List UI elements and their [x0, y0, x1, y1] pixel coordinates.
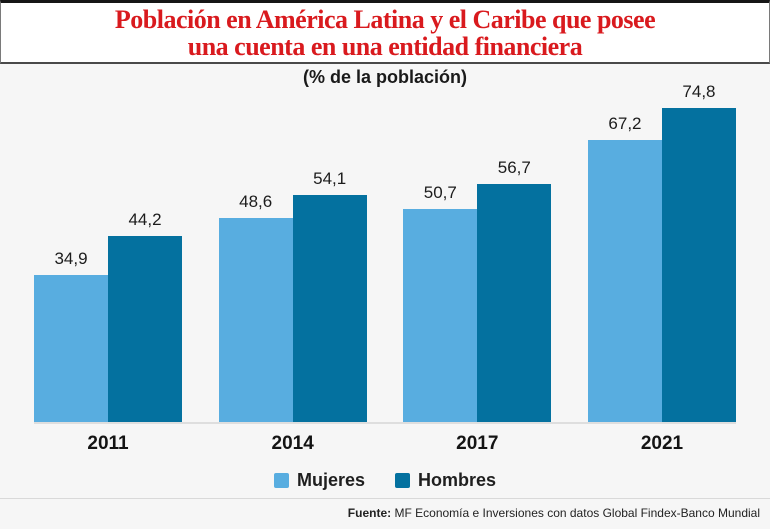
- value-label-mujeres-2021: 67,2: [608, 113, 642, 133]
- legend-item-mujeres: Mujeres: [273, 469, 365, 491]
- value-label-hombres-2021: 74,8: [682, 81, 716, 101]
- value-label-hombres-2017: 56,7: [497, 157, 531, 177]
- legend-item-hombres: Hombres: [395, 470, 496, 491]
- legend: Mujeres Hombres: [0, 462, 770, 498]
- value-label-mujeres-2014: 48,6: [239, 191, 273, 211]
- bar-group-2017: 50,7 56,7: [403, 86, 552, 422]
- legend-label-mujeres: Mujeres: [296, 469, 365, 490]
- chart-subtitle: (% de la población): [302, 67, 467, 87]
- x-axis-label-2017: 2017: [456, 433, 499, 454]
- legend-swatch-icon-mujeres: [273, 472, 289, 488]
- bar-hombres-2017: 56,7: [477, 158, 552, 422]
- x-axis-label-2014: 2014: [271, 433, 314, 454]
- x-axis-label-2021: 2021: [640, 433, 684, 454]
- source-note: Fuente: MF Economía e Inversiones con da…: [0, 498, 770, 529]
- bar-mujeres-2011: 34,9: [34, 249, 108, 422]
- value-label-mujeres-2017: 50,7: [423, 183, 457, 203]
- plot-area: 34,9 44,2 48,6 54,1 50,7 56,7 67,2 74,8: [34, 82, 736, 424]
- bar-hombres-2021: 74,8: [661, 82, 736, 422]
- x-axis: 2011 2014 2017 2021: [34, 424, 736, 462]
- bar-group-2014: 48,6 54,1: [218, 86, 367, 422]
- bar-mujeres-2021: 67,2: [587, 114, 662, 422]
- value-label-hombres-2011: 44,2: [128, 210, 162, 230]
- title-block: Población en América Latina y el Caribe …: [0, 0, 770, 64]
- value-label-mujeres-2011: 34,9: [54, 249, 88, 269]
- source-text: MF Economía e Inversiones con datos Glob…: [391, 506, 760, 520]
- bar-group-2011: 34,9 44,2: [34, 86, 182, 422]
- bar-mujeres-2017: 50,7: [403, 183, 478, 422]
- bar-group-2021: 67,2 74,8: [587, 82, 736, 422]
- source-label: Fuente:: [347, 506, 392, 520]
- legend-label-hombres: Hombres: [418, 469, 497, 490]
- bar-hombres-2014: 54,1: [292, 169, 367, 422]
- bar-mujeres-2014: 48,6: [218, 192, 293, 422]
- legend-swatch-icon-hombres: [395, 472, 410, 488]
- chart-title-line-2: una cuenta en una entidad financiera: [187, 31, 583, 61]
- bar-hombres-2011: 44,2: [108, 210, 182, 422]
- chart-title-line-1: Población en América Latina y el Caribe …: [114, 4, 656, 34]
- value-label-hombres-2014: 54,1: [313, 168, 347, 188]
- x-axis-label-2011: 2011: [87, 433, 129, 454]
